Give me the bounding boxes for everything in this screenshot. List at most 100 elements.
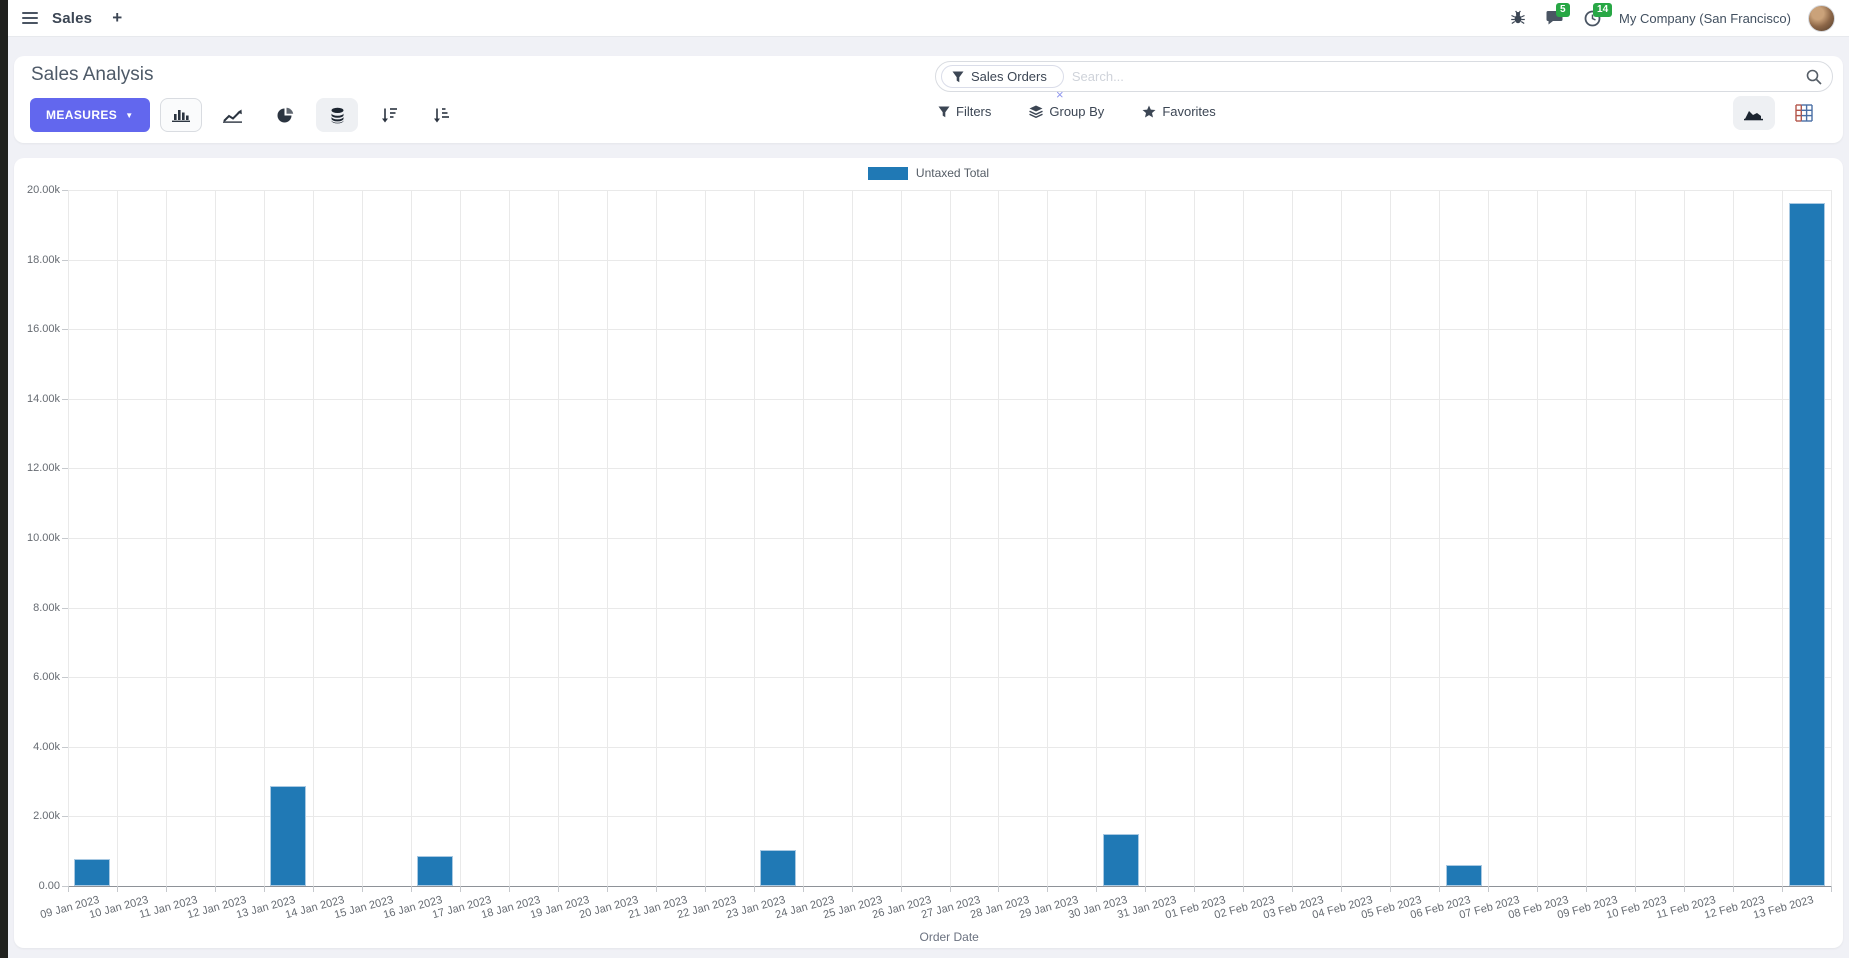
y-tick-label: 0.00 <box>38 880 60 892</box>
search-bar[interactable]: Sales Orders × Search... <box>935 61 1833 101</box>
x-tick <box>1145 886 1147 892</box>
x-tick <box>68 886 69 892</box>
x-tick <box>263 886 265 892</box>
graph-view-button[interactable] <box>1733 96 1775 130</box>
gridline-v <box>1047 190 1049 886</box>
x-tick <box>1047 886 1049 892</box>
sort-descending-button[interactable] <box>368 98 410 132</box>
x-tick <box>1096 886 1098 892</box>
gridline-v <box>1782 190 1784 886</box>
gridline-v <box>508 190 510 886</box>
sort-desc-icon <box>382 108 397 123</box>
x-tick <box>1537 886 1539 892</box>
bug-icon[interactable] <box>1508 8 1528 28</box>
bar-09-Jan-2023[interactable] <box>74 858 111 886</box>
gridline-v <box>1194 190 1196 886</box>
chevron-down-icon: ▼ <box>125 110 134 120</box>
stacked-icon <box>331 107 343 123</box>
gridline-v <box>68 190 69 886</box>
x-tick <box>655 886 657 892</box>
y-tick <box>62 746 68 748</box>
plus-icon[interactable]: + <box>112 8 123 27</box>
x-tick <box>704 886 706 892</box>
sort-ascending-button[interactable] <box>420 98 462 132</box>
chart-legend[interactable]: Untaxed Total <box>14 166 1843 180</box>
bar-chart-button[interactable] <box>160 98 202 132</box>
gridline-v <box>704 190 706 886</box>
area-graph-icon <box>1744 110 1763 120</box>
x-axis-title: Order Date <box>919 930 979 944</box>
bar-13-Feb-2023[interactable] <box>1788 203 1825 886</box>
group-by-button[interactable]: Group By <box>1029 104 1104 119</box>
facet-remove-button[interactable]: × <box>1056 87 1064 102</box>
x-tick <box>900 886 902 892</box>
x-tick <box>361 886 363 892</box>
x-tick <box>1243 886 1245 892</box>
filter-funnel-icon <box>938 106 950 117</box>
line-chart-button[interactable] <box>212 98 254 132</box>
gridline-v <box>949 190 951 886</box>
bar-13-Jan-2023[interactable] <box>270 785 307 886</box>
gridline-v <box>1586 190 1588 886</box>
bar-23-Jan-2023[interactable] <box>760 849 797 886</box>
company-switcher[interactable]: My Company (San Francisco) <box>1619 10 1791 26</box>
pivot-view-button[interactable] <box>1783 96 1825 130</box>
app-menu-title[interactable]: Sales <box>52 9 93 27</box>
messages-badge: 5 <box>1556 3 1570 17</box>
gridline-v <box>1635 190 1637 886</box>
filter-funnel-icon <box>952 71 964 82</box>
bar-30-Jan-2023[interactable] <box>1102 833 1139 886</box>
gridline-v <box>557 190 559 886</box>
x-tick <box>1194 886 1196 892</box>
gridline-v <box>410 190 412 886</box>
pie-chart-button[interactable] <box>264 98 306 132</box>
line-chart-icon <box>223 109 242 123</box>
gridline-v <box>1243 190 1245 886</box>
messages-icon[interactable]: 5 <box>1545 3 1570 28</box>
filters-button[interactable]: Filters <box>938 104 991 119</box>
favorites-button[interactable]: Favorites <box>1142 104 1216 119</box>
x-tick <box>1341 886 1343 892</box>
hamburger-icon[interactable] <box>22 12 38 24</box>
gridline-v <box>361 190 363 886</box>
gridline-v <box>900 190 902 886</box>
magnifier-icon[interactable] <box>1806 69 1822 85</box>
y-tick-label: 20.00k <box>26 184 60 196</box>
gridline-v <box>998 190 1000 886</box>
chart-type-buttons <box>160 98 462 132</box>
chart-card: Untaxed Total 0.00 2.00k 4.00k 6.00k 8.00k 10… <box>14 158 1843 948</box>
y-tick-label: 10.00k <box>26 532 60 544</box>
view-switcher <box>1733 96 1825 130</box>
bar-06-Feb-2023[interactable] <box>1445 865 1482 886</box>
y-tick-label: 14.00k <box>26 392 60 405</box>
window-edge <box>0 0 8 958</box>
y-tick <box>62 190 68 191</box>
x-tick <box>998 886 1000 892</box>
x-tick <box>1684 886 1686 892</box>
gridline-v <box>1488 190 1490 886</box>
gridline-v <box>116 190 118 886</box>
y-tick <box>62 816 68 818</box>
pie-chart-icon <box>277 107 293 122</box>
x-tick <box>949 886 951 892</box>
search-facet-sales-orders[interactable]: Sales Orders <box>941 65 1064 88</box>
stacked-toggle-button[interactable] <box>316 98 358 132</box>
control-panel: Sales Analysis MEASURES ▼ <box>14 56 1843 143</box>
clock-icon[interactable]: 14 <box>1582 3 1613 28</box>
x-tick <box>1782 886 1784 892</box>
measures-button[interactable]: MEASURES ▼ <box>30 98 150 132</box>
y-tick-label: 12.00k <box>26 462 60 475</box>
user-avatar[interactable] <box>1808 4 1835 32</box>
x-tick <box>1488 886 1490 892</box>
search-input[interactable]: Search... <box>1071 69 1124 84</box>
y-tick <box>62 607 68 609</box>
bar-16-Jan-2023[interactable] <box>417 856 454 886</box>
x-tick <box>1292 886 1294 892</box>
y-tick <box>62 677 68 679</box>
y-tick <box>62 259 68 261</box>
x-tick <box>312 886 314 892</box>
legend-swatch <box>867 166 908 180</box>
x-tick <box>1831 886 1832 892</box>
x-tick <box>557 886 559 892</box>
x-tick <box>165 886 167 892</box>
